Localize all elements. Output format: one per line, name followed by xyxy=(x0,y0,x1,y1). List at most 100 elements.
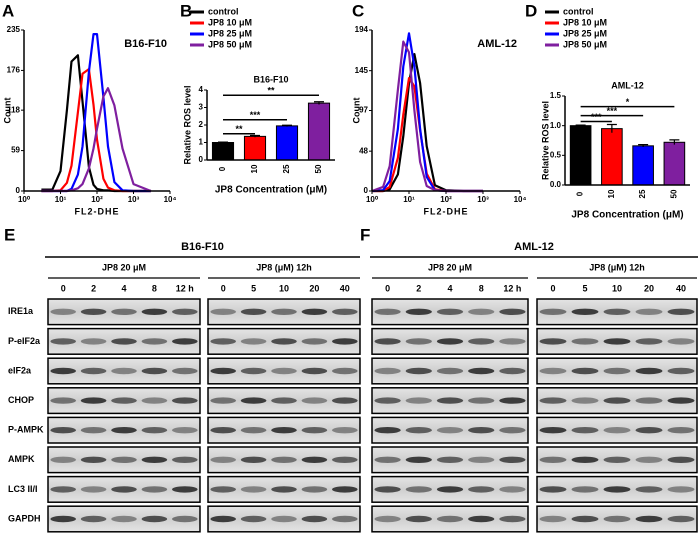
blot-band xyxy=(332,456,358,463)
error-bar xyxy=(218,141,228,143)
lane-label: 10 xyxy=(279,283,289,293)
blot-band xyxy=(405,308,432,315)
blot-band xyxy=(240,308,267,315)
blot-band xyxy=(603,515,631,523)
y-tick-label: 0 xyxy=(364,186,369,195)
blot-band xyxy=(468,515,495,523)
blot-band xyxy=(80,456,107,463)
blot-band xyxy=(405,367,432,375)
blot-band xyxy=(240,456,267,463)
lane-label: 20 xyxy=(309,283,319,293)
x-tick-label: 10⁰ xyxy=(18,195,31,204)
blot-band xyxy=(539,427,567,434)
lane-label: 5 xyxy=(251,283,256,293)
blot-band xyxy=(405,486,432,493)
x-tick-label: 10 xyxy=(607,189,616,198)
blot-band xyxy=(240,397,267,404)
blot-frame xyxy=(207,416,361,444)
blot-band xyxy=(271,338,297,345)
x-tick-label: 0 xyxy=(218,166,227,171)
x-tick-label: 10⁴ xyxy=(514,195,527,204)
blot-band xyxy=(539,367,567,375)
blot-band xyxy=(50,397,76,404)
chart-title: AML-12 xyxy=(611,80,644,90)
blot-band xyxy=(172,427,198,434)
error-bar xyxy=(575,124,586,127)
blot-band xyxy=(210,367,236,375)
blot-band xyxy=(332,486,358,493)
blot-band xyxy=(301,397,328,404)
error-bar xyxy=(282,124,292,127)
blot-band xyxy=(571,515,599,523)
blot-band xyxy=(436,397,464,404)
blot-band xyxy=(141,367,168,375)
blot-band xyxy=(468,308,495,315)
blot-band xyxy=(210,308,236,315)
blot-band xyxy=(271,367,297,375)
blot-band xyxy=(571,456,599,463)
blot-band xyxy=(499,456,526,463)
row-label: CHOP xyxy=(8,395,34,405)
blot-band xyxy=(374,367,401,375)
blot-band xyxy=(80,486,107,493)
legend-label: JP8 10 μM xyxy=(563,17,607,27)
blot-band xyxy=(172,308,198,315)
blot-band xyxy=(667,486,695,493)
blot-band xyxy=(332,515,358,523)
blot-band xyxy=(210,427,236,434)
blot-band xyxy=(301,427,328,434)
blot-band xyxy=(603,456,631,463)
lane-label: 12 h xyxy=(503,283,521,293)
blot-band xyxy=(405,397,432,404)
lane-label: 10 xyxy=(612,283,622,293)
blot-band xyxy=(301,515,328,523)
blot-band xyxy=(499,486,526,493)
blot-band xyxy=(374,338,401,345)
x-axis-label: JP8 Concentration (μM) xyxy=(571,210,683,221)
lane-label: 8 xyxy=(152,283,157,293)
blot-band xyxy=(374,486,401,493)
blot-band xyxy=(332,367,358,375)
legend-label: JP8 25 μM xyxy=(208,28,252,38)
chart-title: B16-F10 xyxy=(253,74,288,84)
blot-band xyxy=(141,338,168,345)
blot-band xyxy=(50,427,76,434)
blot-band xyxy=(603,308,631,315)
x-tick-label: 10⁴ xyxy=(164,195,177,204)
histogram-line xyxy=(371,40,483,193)
blot-title: B16-F10 xyxy=(181,241,224,253)
y-tick-label: 0 xyxy=(16,186,21,195)
blot-band xyxy=(635,456,663,463)
lane-label: 2 xyxy=(416,283,421,293)
panel-label: B xyxy=(180,1,192,20)
blot-band xyxy=(240,367,267,375)
annotation: B16-F10 xyxy=(124,38,167,50)
lane-label: 5 xyxy=(582,283,587,293)
blot-band xyxy=(499,515,526,523)
blot-band xyxy=(210,397,236,404)
blot-band xyxy=(80,427,107,434)
blot-band xyxy=(271,515,297,523)
blot-band xyxy=(468,367,495,375)
legend-label: JP8 25 μM xyxy=(563,28,607,38)
blot-band xyxy=(111,308,137,315)
blot-band xyxy=(172,338,198,345)
significance-label: ** xyxy=(267,86,275,96)
blot-band xyxy=(141,308,168,315)
blot-band xyxy=(80,308,107,315)
blot-band xyxy=(301,456,328,463)
blot-band xyxy=(301,367,328,375)
x-tick-label: 50 xyxy=(669,189,678,198)
blot-band xyxy=(111,427,137,434)
legend-label: JP8 50 μM xyxy=(563,39,607,49)
lane-label: 8 xyxy=(479,283,484,293)
significance-label: *** xyxy=(250,110,261,120)
x-tick-label: 10² xyxy=(91,195,103,204)
y-tick-label: 0.5 xyxy=(550,150,562,159)
blot-band xyxy=(603,427,631,434)
blot-band xyxy=(635,338,663,345)
legend-label: JP8 10 μM xyxy=(208,17,252,27)
y-tick-label: 145 xyxy=(355,66,369,75)
blot-band xyxy=(271,486,297,493)
blot-title: AML-12 xyxy=(514,241,554,253)
